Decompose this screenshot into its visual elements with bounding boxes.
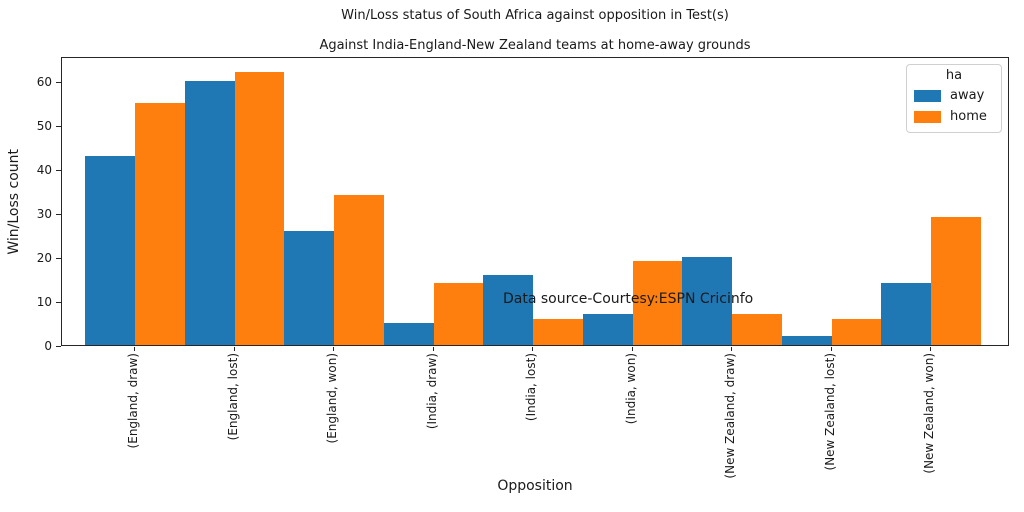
x-tick-label: (India, won) <box>623 353 638 425</box>
x-tick-mark <box>333 347 334 351</box>
y-tick-label: 60 <box>36 75 52 90</box>
bar-home-2 <box>234 72 285 345</box>
x-tick-mark <box>233 347 235 351</box>
bar-home-7 <box>732 314 782 345</box>
x-tick-label: (New Zealand, won) <box>922 353 936 474</box>
y-tick-mark <box>56 125 61 127</box>
bar-away-1 <box>85 155 135 345</box>
x-tick-label: (England, draw) <box>126 353 140 449</box>
y-tick-label: 40 <box>36 163 52 178</box>
y-tick-label: 30 <box>36 207 52 222</box>
bar-home-8 <box>831 318 882 345</box>
bar-home-6 <box>632 261 683 345</box>
x-tick-mark <box>930 347 931 351</box>
x-tick-mark <box>532 347 533 351</box>
bar-away-7 <box>682 257 732 345</box>
x-tick-label: (England, lost) <box>225 353 240 441</box>
x-tick-label: (England, won) <box>325 353 339 444</box>
bar-home-5 <box>533 318 583 345</box>
y-tick-mark <box>56 169 61 171</box>
legend-box: ha away home <box>906 64 1002 133</box>
legend-swatch-away <box>914 89 941 102</box>
x-tick-mark <box>432 347 434 351</box>
x-tick-mark <box>631 347 633 351</box>
x-tick-label: (India, draw) <box>424 353 439 430</box>
y-tick-label: 50 <box>36 119 52 134</box>
x-tick-mark <box>731 347 732 351</box>
bar-away-4 <box>383 323 434 345</box>
chart-title: Win/Loss status of South Africa against … <box>341 8 729 23</box>
y-tick-label: 0 <box>44 339 52 353</box>
y-tick-label: 10 <box>36 295 52 309</box>
bar-away-8 <box>781 336 832 345</box>
y-tick-mark <box>56 81 61 83</box>
y-tick-mark <box>56 257 61 259</box>
legend-entry-home: home <box>914 106 994 127</box>
x-axis-label: Opposition <box>497 478 573 494</box>
x-tick-label: (India, lost) <box>524 353 538 422</box>
bar-home-9 <box>931 217 981 345</box>
y-tick-mark <box>56 345 61 347</box>
y-tick-mark <box>56 301 61 303</box>
legend-entries: away home <box>914 85 994 127</box>
y-tick-mark <box>56 213 61 215</box>
legend-swatch-home <box>914 110 941 123</box>
y-tick-label: 20 <box>36 251 52 266</box>
y-axis-label: Win/Loss count <box>6 148 22 255</box>
x-tick-mark <box>830 347 832 351</box>
x-tick-label: (New Zealand, draw) <box>723 353 737 479</box>
legend-label-away: away <box>950 88 985 103</box>
plot-area <box>61 57 1009 346</box>
x-tick-label: (New Zealand, lost) <box>822 353 837 471</box>
legend-title: ha <box>945 68 963 83</box>
bar-home-1 <box>135 103 185 345</box>
bar-home-4 <box>433 283 484 345</box>
data-source-annotation: Data source-Courtesy:ESPN Cricinfo <box>503 291 754 307</box>
bar-home-3 <box>334 195 384 345</box>
chart-subtitle: Against India-England-New Zealand teams … <box>319 38 751 53</box>
y-axis-label-wrap: Win/Loss count <box>6 57 22 346</box>
bar-away-5 <box>483 274 533 345</box>
x-tick-mark <box>134 347 135 351</box>
bar-away-3 <box>284 230 334 345</box>
bar-away-9 <box>881 283 931 345</box>
legend-entry-away: away <box>914 85 994 106</box>
bar-away-6 <box>582 314 633 345</box>
bar-away-2 <box>184 81 235 345</box>
legend-label-home: home <box>950 109 987 124</box>
